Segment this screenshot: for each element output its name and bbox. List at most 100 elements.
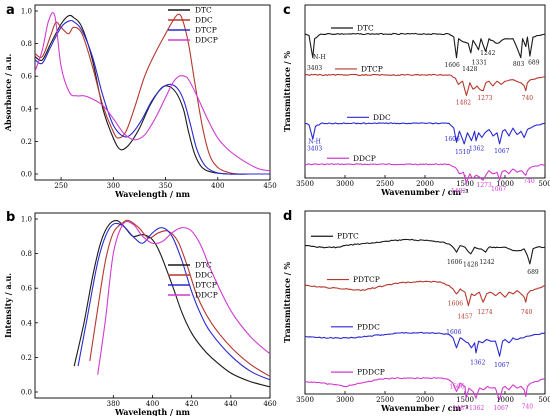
x-tick-label: 3500 (296, 396, 314, 404)
peak-label: 1428 (462, 66, 477, 73)
legend-label-dtcp: DTCP (361, 64, 383, 73)
series-ddcp-line (97, 220, 270, 375)
series-ddcp-line (304, 163, 546, 184)
legend-label-dtc: DTC (357, 23, 374, 32)
peak-label: 1067 (491, 186, 506, 193)
peak-label: 1606 (449, 383, 464, 390)
x-tick-label: 2500 (376, 180, 394, 188)
panel-c: c 3500 3000 2500 2000 1500 1000 500 Wavenumber /… (282, 3, 550, 197)
legend-label-ddc: DDC (373, 113, 391, 122)
x-axis-label: Wavelength / nm (114, 189, 191, 199)
x-tick-label: 400 (146, 400, 159, 408)
y-axis-label: Transmittance / % (282, 51, 292, 132)
series-ddcp-line (35, 12, 270, 172)
peak-label: 1487 (453, 405, 468, 412)
peak-label: 803 (513, 61, 525, 68)
y-tick-label: 1.0 (21, 216, 32, 224)
y-tick-label: 0.2 (21, 138, 32, 146)
peak-label: N-H (313, 54, 326, 61)
y-tick-label: 0.6 (21, 73, 33, 81)
legend-label-pdtc: PDTC (337, 232, 359, 241)
y-tick-label: 0.4 (21, 319, 33, 327)
x-tick-label: 400 (211, 182, 224, 190)
legend-label-pddcp: PDDCP (357, 368, 385, 377)
peak-label: 740 (522, 403, 534, 410)
legend-label-ddc: DDC (195, 16, 213, 25)
x-tick-label: 250 (54, 182, 67, 190)
series-pdtc-line (304, 238, 546, 265)
legend-label-ddcp: DDCP (195, 291, 218, 300)
x-tick-label: 1000 (496, 180, 514, 188)
peak-label: 1457 (457, 313, 472, 320)
legend-label-pddc: PDDC (357, 322, 380, 331)
x-tick-label: 350 (159, 182, 172, 190)
x-axis-label: Wavenumber / cm⁻¹ (380, 403, 469, 413)
peak-label: 3403 (307, 65, 322, 72)
peak-label: 1331 (472, 59, 487, 66)
y-tick-label: 0.6 (21, 285, 33, 293)
x-tick-label: 500 (538, 396, 550, 404)
plot-frame (34, 4, 271, 181)
x-tick-label: 1000 (496, 396, 514, 404)
x-tick-label: 2000 (416, 180, 434, 188)
series-ddc-line (35, 13, 270, 175)
peak-label: 1606 (447, 259, 462, 266)
series-dtc-line (73, 220, 270, 388)
y-tick-label: 0.0 (21, 389, 32, 397)
panel-letter: c (283, 3, 291, 18)
x-tick-label: 1500 (456, 180, 474, 188)
peak-label: 1273 (477, 182, 492, 189)
y-tick-label: 0.8 (21, 40, 32, 48)
x-tick-label: 450 (263, 182, 276, 190)
peak-label: 1067 (494, 362, 509, 369)
peak-label: 689 (528, 59, 540, 66)
x-tick-label: 300 (107, 182, 120, 190)
x-tick-label: 3000 (336, 180, 354, 188)
peak-label: 1606 (445, 62, 460, 69)
peak-label: N-H (308, 139, 321, 146)
legend-label-dtcp: DTCP (195, 281, 217, 290)
panel-letter: b (6, 210, 15, 225)
x-tick-label: 2000 (416, 396, 434, 404)
series-dtcp-line (304, 73, 546, 97)
legend-label-dtc: DTC (195, 6, 212, 15)
peak-label: 1362 (470, 360, 485, 367)
peak-label: 1362 (469, 146, 484, 153)
legend-label-ddc: DDC (195, 271, 213, 280)
panel-letter: d (283, 209, 292, 224)
peak-label: 1067 (494, 148, 509, 155)
x-tick-label: 3500 (296, 180, 314, 188)
legend-label-dtc: DTC (195, 261, 212, 270)
peak-label: 1428 (463, 262, 478, 269)
series-pddcp-line (304, 377, 546, 401)
panel-a: a 250 300 350 400 450 Wavelength / nm Absorbanc… (3, 3, 277, 199)
peak-label: 1242 (480, 50, 495, 57)
peak-label: 1482 (456, 100, 471, 107)
panel-d: d 3500 3000 2500 2000 1500 1000 500 Wavenumber /… (282, 209, 550, 413)
legend-label-ddcp: DDCP (353, 154, 376, 163)
plot-frame (34, 212, 271, 399)
x-axis-label: Wavelength / nm (114, 407, 191, 416)
y-axis-label: Intensity / a.u. (3, 273, 13, 338)
x-tick-label: 2500 (376, 396, 394, 404)
x-tick-label: 420 (185, 400, 198, 408)
peak-label: 1606 (446, 329, 461, 336)
series-ddc-line (304, 122, 546, 145)
panel-letter: a (6, 3, 15, 18)
peak-label: 740 (521, 309, 533, 316)
peak-label: 1606 (448, 301, 463, 308)
peak-label: 1362 (469, 405, 484, 412)
legend-label-pdtcp: PDTCP (353, 275, 380, 284)
x-tick-label: 380 (107, 400, 120, 408)
series-dtc-line (304, 32, 546, 59)
y-tick-label: 0.4 (21, 105, 33, 113)
y-tick-label: 0.2 (21, 354, 32, 362)
peak-label: 1067 (493, 405, 508, 412)
peak-label: 1242 (479, 259, 494, 266)
peak-label: 1482 (451, 188, 466, 195)
series-dtcp-line (77, 222, 270, 381)
y-tick-label: 1.0 (21, 8, 32, 16)
legend-label-ddcp: DDCP (195, 36, 218, 45)
peak-label: 1510 (455, 149, 470, 156)
